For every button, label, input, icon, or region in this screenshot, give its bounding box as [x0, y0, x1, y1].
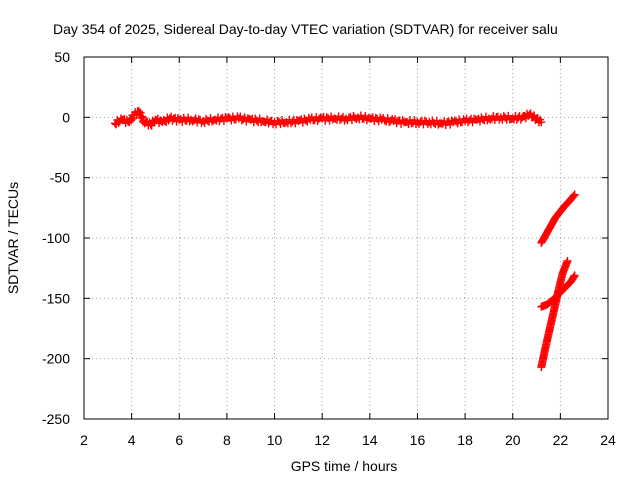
- x-tick-label: 24: [600, 432, 616, 448]
- x-tick-label: 2: [80, 432, 88, 448]
- x-tick-label: 8: [223, 432, 231, 448]
- x-tick-label: 16: [410, 432, 426, 448]
- x-tick-label: 10: [267, 432, 283, 448]
- y-tick-label: -50: [50, 170, 70, 186]
- data-point: [570, 190, 579, 199]
- y-tick-labels: 50 0 -50 -100 -150 -200 -250: [42, 49, 70, 427]
- x-tick-labels: 2 4 6 8 10 12 14 16 18 20 22 24: [80, 432, 616, 448]
- x-axis-label: GPS time / hours: [291, 458, 398, 474]
- data-point: [570, 271, 579, 280]
- series-0: [110, 107, 546, 130]
- data-point: [563, 256, 572, 265]
- tick-marks: [83, 56, 609, 420]
- y-tick-label: -250: [42, 411, 70, 427]
- data-point: [537, 118, 546, 127]
- series-3: [537, 256, 572, 372]
- y-tick-label: -200: [42, 351, 70, 367]
- x-tick-label: 12: [314, 432, 330, 448]
- data-point: [127, 115, 136, 124]
- y-tick-label: -100: [42, 230, 70, 246]
- y-tick-label: 0: [62, 109, 70, 125]
- x-tick-label: 20: [505, 432, 521, 448]
- series-1: [537, 190, 579, 247]
- y-tick-label: -150: [42, 290, 70, 306]
- x-tick-label: 22: [553, 432, 569, 448]
- x-tick-label: 14: [362, 432, 378, 448]
- y-axis-label: SDTVAR / TECUs: [5, 182, 21, 294]
- y-tick-label: 50: [54, 49, 70, 65]
- x-tick-label: 18: [457, 432, 473, 448]
- data-points: [110, 107, 579, 372]
- chart-title: Day 354 of 2025, Sidereal Day-to-day VTE…: [53, 21, 558, 37]
- data-point: [569, 191, 578, 200]
- x-tick-label: 4: [128, 432, 136, 448]
- x-tick-label: 6: [175, 432, 183, 448]
- data-point: [569, 272, 578, 281]
